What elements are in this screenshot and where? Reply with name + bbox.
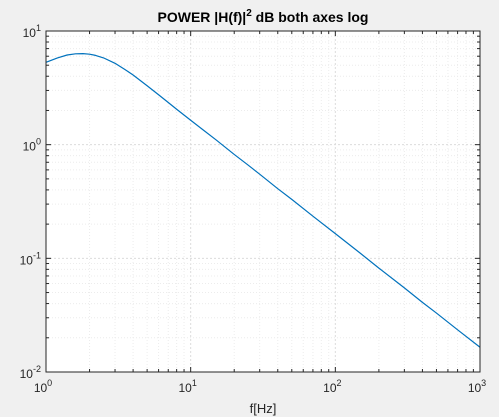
- x-tick-label: 102: [323, 378, 341, 395]
- x-tick-label-exponent: 2: [337, 378, 342, 388]
- x-tick-label-exponent: 1: [192, 378, 197, 388]
- x-tick-label: 103: [468, 378, 486, 395]
- y-tick-label-base: 10: [20, 367, 34, 381]
- y-tick-label-exponent: 0: [36, 137, 41, 147]
- x-tick-label-base: 10: [323, 381, 337, 395]
- plot-area: [46, 31, 480, 372]
- y-tick-label: 10-1: [20, 250, 41, 267]
- chart-title-suffix: dB both axes log: [252, 9, 369, 25]
- y-tick-label-base: 10: [23, 26, 37, 40]
- x-tick-label-exponent: 0: [47, 378, 52, 388]
- x-tick-label-base: 10: [34, 381, 48, 395]
- y-tick-label-base: 10: [23, 140, 37, 154]
- y-tick-label-exponent: -1: [33, 250, 41, 260]
- series-line: [45, 53, 481, 348]
- x-tick-label: 100: [34, 378, 52, 395]
- plot-frame: [45, 30, 481, 373]
- x-tick-label-exponent: 3: [481, 378, 486, 388]
- x-tick-label-base: 10: [178, 381, 192, 395]
- y-tick-label-base: 10: [20, 253, 34, 267]
- y-tick-label: 101: [23, 23, 41, 40]
- y-tick-label-exponent: 1: [36, 23, 41, 33]
- x-tick-label: 101: [178, 378, 196, 395]
- series-layer: [45, 53, 481, 348]
- chart-title-main: POWER |H(f)|: [158, 9, 247, 25]
- y-tick-label: 100: [23, 137, 41, 154]
- y-tick-label: 10-2: [20, 364, 41, 381]
- x-axis-label: f[Hz]: [250, 401, 277, 416]
- chart-title: POWER |H(f)|2 dB both axes log: [158, 8, 369, 25]
- chart-title-superscript: 2: [246, 8, 252, 19]
- y-tick-label-exponent: -2: [33, 364, 41, 374]
- x-tick-label-base: 10: [468, 381, 482, 395]
